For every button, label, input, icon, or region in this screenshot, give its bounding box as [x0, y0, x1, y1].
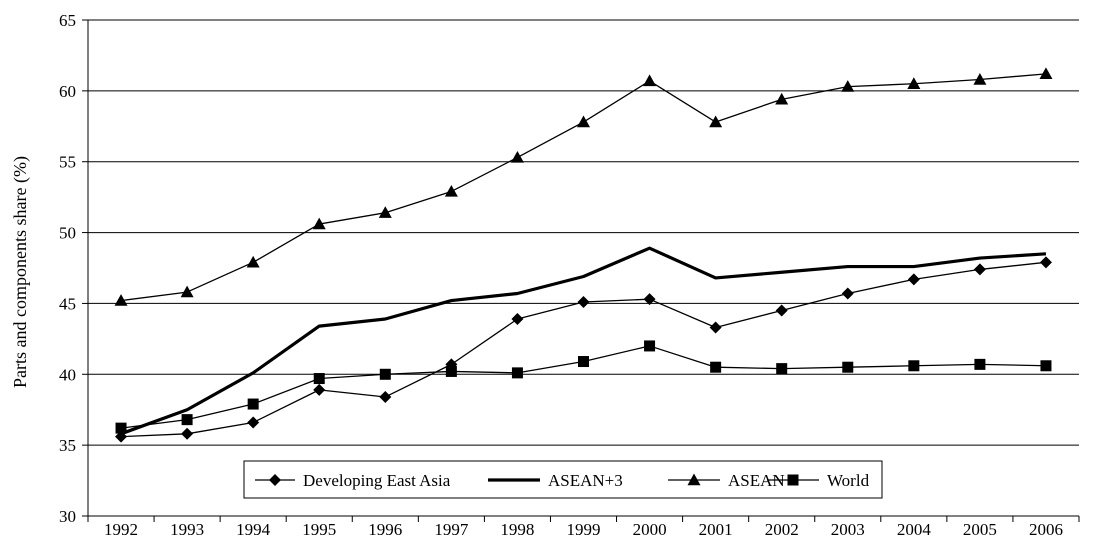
y-tick-label: 45 [59, 294, 76, 313]
x-tick-label: 2002 [765, 520, 799, 539]
data-point-world [908, 360, 920, 372]
data-point-developing-east-asia [313, 383, 326, 396]
data-point-world [181, 414, 193, 426]
y-tick-labels: 30 35 40 45 50 55 60 65 [59, 11, 76, 526]
data-point-world [974, 358, 986, 370]
data-point-asean [973, 73, 987, 85]
data-point-asean [709, 115, 723, 128]
data-point-asean [312, 217, 326, 230]
x-tick-label: 2003 [831, 520, 865, 539]
legend-marker-world [787, 474, 799, 486]
data-point-developing-east-asia [1039, 256, 1052, 269]
x-tick-label: 1995 [302, 520, 336, 539]
data-point-world [710, 361, 722, 373]
data-point-world [1040, 360, 1052, 372]
data-point-world [578, 356, 589, 368]
data-point-asean [907, 77, 921, 89]
x-tick-label: 2005 [963, 520, 997, 539]
data-point-developing-east-asia [907, 273, 920, 286]
x-tick-label: 1998 [500, 520, 534, 539]
data-point-developing-east-asia [577, 296, 590, 309]
x-tick-label: 1992 [104, 520, 138, 539]
x-tick-label: 2006 [1029, 520, 1063, 539]
data-point-world [644, 340, 656, 352]
x-tick-label: 1999 [567, 520, 601, 539]
y-tick-label: 55 [59, 153, 76, 172]
x-tick-label: 2001 [699, 520, 733, 539]
y-tick-label: 30 [59, 507, 76, 526]
data-point-world [247, 398, 259, 410]
axes [82, 19, 1080, 522]
series-line-asean-plus3 [120, 246, 1047, 436]
x-tick-label: 2004 [897, 520, 932, 539]
legend-marker-asean [687, 473, 701, 486]
y-tick-label: 60 [59, 82, 76, 101]
series-world [115, 340, 1052, 434]
data-point-developing-east-asia [379, 390, 392, 403]
y-tick-label: 50 [59, 224, 76, 243]
data-point-developing-east-asia [643, 293, 656, 306]
data-point-developing-east-asia [775, 304, 788, 317]
data-point-asean [246, 255, 260, 268]
legend-label-developing-east-asia: Developing East Asia [303, 471, 451, 490]
legend-label-world: World [827, 471, 870, 490]
data-point-asean [577, 115, 590, 128]
series-asean-plus3 [120, 246, 1047, 436]
legend-label-asean: ASEAN [728, 471, 785, 490]
data-point-developing-east-asia [247, 416, 260, 429]
data-point-developing-east-asia [973, 263, 986, 276]
legend: Developing East Asia ASEAN+3 ASEAN World [243, 460, 883, 499]
data-point-asean [841, 80, 855, 92]
data-point-asean [1039, 67, 1053, 80]
legend-marker-developing-east-asia [269, 474, 281, 486]
data-point-asean [643, 74, 657, 87]
data-point-world [842, 361, 854, 373]
data-point-world [776, 363, 788, 375]
y-tick-label: 40 [59, 365, 76, 384]
x-tick-label: 1996 [368, 520, 402, 539]
series-group [114, 67, 1053, 443]
x-tick-label: 1994 [236, 520, 271, 539]
data-point-asean [775, 92, 789, 105]
x-tick-label: 1997 [434, 520, 469, 539]
data-point-world [115, 422, 127, 434]
data-point-developing-east-asia [511, 313, 524, 326]
series-developing-east-asia [115, 256, 1052, 443]
data-point-developing-east-asia [841, 287, 854, 300]
data-point-world [379, 368, 391, 380]
y-axis-title: Parts and components share (%) [10, 156, 31, 388]
x-tick-label: 1993 [170, 520, 204, 539]
data-point-world [511, 367, 523, 379]
data-point-asean [378, 206, 392, 218]
y-tick-label: 35 [59, 436, 76, 455]
series-line-developing-east-asia [121, 261, 1047, 438]
x-tick-labels: 1992 1993 1994 1995 1996 1997 1998 1999 2000 2001… [104, 520, 1063, 539]
data-point-asean [114, 294, 128, 306]
legend-label-asean-plus3: ASEAN+3 [548, 471, 623, 490]
data-point-asean [510, 150, 524, 163]
data-point-asean [444, 184, 458, 197]
data-point-world [445, 365, 457, 377]
data-point-world [313, 373, 325, 385]
y-tick-label: 65 [59, 11, 76, 30]
data-point-developing-east-asia [181, 427, 194, 440]
x-tick-label: 2000 [633, 520, 667, 539]
data-point-developing-east-asia [709, 321, 722, 334]
series-asean [114, 67, 1053, 306]
data-point-asean [180, 285, 194, 298]
